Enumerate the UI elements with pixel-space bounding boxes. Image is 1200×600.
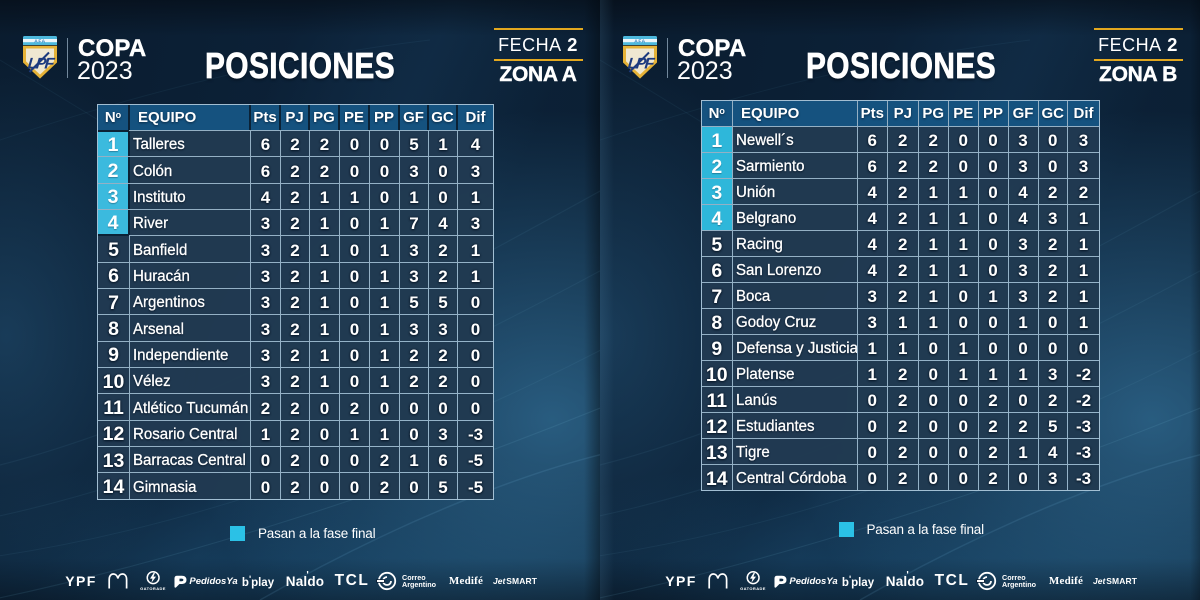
svg-text:AFA: AFA xyxy=(634,38,645,44)
svg-text:AFA: AFA xyxy=(34,38,45,44)
